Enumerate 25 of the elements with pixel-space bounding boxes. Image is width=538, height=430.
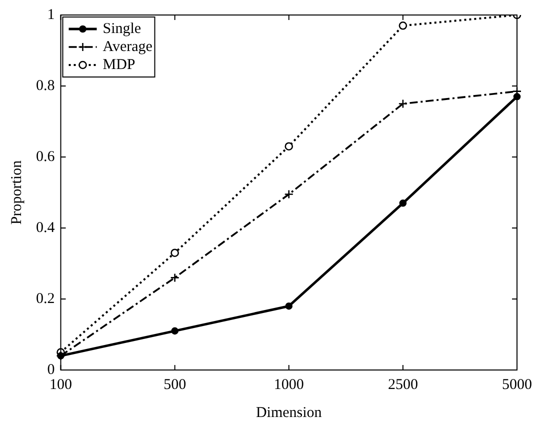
legend-label: MDP (102, 56, 136, 73)
point (285, 302, 293, 310)
y-tick-label: 0.6 (36, 148, 56, 165)
y-tick-label: 0.4 (36, 220, 56, 236)
point (398, 22, 408, 30)
legend-label: Average (102, 38, 153, 55)
x-axis-title: Dimension (256, 404, 322, 421)
x-tick-label: 100 (50, 376, 72, 393)
y-tick-label: 0 (47, 362, 55, 378)
point (399, 200, 407, 207)
y-tick-label: 0.2 (36, 290, 55, 307)
x-tick-label: 1000 (274, 376, 304, 393)
y-tick-label: 1 (47, 6, 55, 23)
y-axis-title: Proportion (8, 160, 25, 225)
point (170, 248, 179, 257)
x-tick-label: 2500 (388, 376, 418, 393)
y-tick-label: 0.8 (36, 78, 55, 94)
x-tick-label: 500 (164, 376, 186, 393)
x-tick-label: 5000 (502, 376, 532, 393)
point (284, 142, 294, 150)
point (284, 190, 294, 199)
point (171, 327, 178, 335)
point (170, 273, 180, 282)
legend-label: Single (102, 20, 142, 37)
point (398, 99, 408, 108)
